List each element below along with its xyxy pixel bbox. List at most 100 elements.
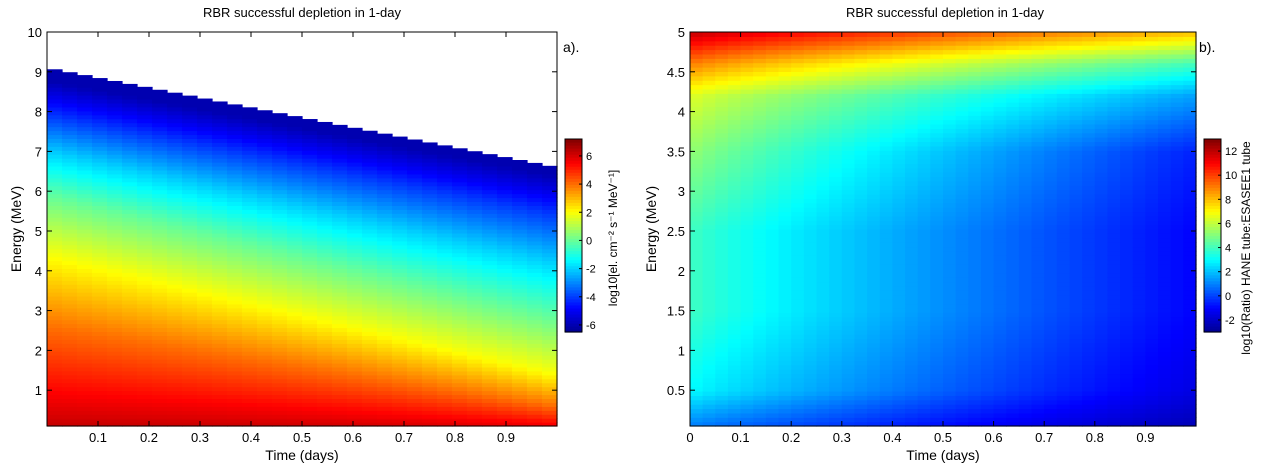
heatmap-cell	[347, 130, 363, 136]
heatmap-cell	[816, 268, 830, 274]
heatmap-cell	[980, 229, 995, 234]
heatmap-cell	[753, 167, 767, 173]
heatmap-cell	[437, 145, 453, 147]
heatmap-cell	[47, 197, 63, 203]
heatmap-cell	[854, 390, 868, 396]
heatmap-cell	[362, 213, 378, 218]
heatmap-cell	[854, 412, 868, 418]
heatmap-cell	[212, 154, 228, 159]
heatmap-cell	[930, 404, 944, 410]
heatmap-cell	[422, 292, 438, 297]
heatmap-cell	[122, 201, 138, 206]
heatmap-cell	[727, 97, 742, 103]
heatmap-cell	[892, 202, 906, 208]
heatmap-cell	[527, 382, 543, 388]
heatmap-cell	[107, 205, 123, 210]
heatmap-cell	[122, 319, 138, 325]
heatmap-cell	[332, 370, 348, 376]
heatmap-cell	[879, 342, 893, 348]
heatmap-cell	[377, 410, 393, 415]
heatmap-cell	[879, 277, 893, 283]
heatmap-cell	[332, 374, 348, 380]
heatmap-cell	[980, 390, 995, 396]
heatmap-cell	[715, 272, 729, 278]
heatmap-cell	[257, 110, 273, 116]
heatmap-cell	[715, 290, 729, 296]
heatmap-cell	[740, 67, 754, 72]
heatmap-cell	[829, 158, 843, 164]
heatmap-cell	[753, 281, 767, 287]
heatmap-cell	[377, 303, 393, 309]
heatmap-cell	[77, 142, 93, 147]
heatmap-cell	[272, 154, 288, 159]
heatmap-cell	[727, 399, 742, 405]
heatmap-cell	[347, 150, 363, 155]
heatmap-cell	[167, 390, 183, 396]
heatmap-cell	[841, 369, 856, 375]
heatmap-cell	[727, 215, 742, 221]
heatmap-cell	[753, 75, 767, 81]
heatmap-cell	[715, 128, 729, 134]
heatmap-cell	[197, 268, 213, 273]
heatmap-cell	[867, 404, 881, 410]
heatmap-cell	[791, 123, 805, 129]
heatmap-cell	[152, 264, 168, 269]
heatmap-cell	[92, 177, 108, 183]
heatmap-cell	[702, 163, 716, 169]
heatmap-cell	[512, 256, 528, 262]
heatmap-cell	[497, 359, 513, 364]
heatmap-cell	[482, 268, 498, 273]
heatmap-cell	[212, 311, 228, 317]
heatmap-cell	[980, 119, 995, 125]
heatmap-cell	[77, 303, 93, 309]
heatmap-cell	[955, 329, 969, 335]
heatmap-cell	[212, 142, 228, 147]
heatmap-cell	[482, 394, 498, 400]
heatmap-cell	[62, 362, 78, 368]
heatmap-cell	[77, 173, 93, 179]
heatmap-cell	[715, 80, 729, 86]
heatmap-cell	[122, 213, 138, 218]
heatmap-cell	[740, 128, 754, 134]
heatmap-cell	[182, 359, 198, 364]
heatmap-cell	[841, 220, 856, 226]
heatmap-cell	[512, 359, 528, 364]
heatmap-cell	[867, 45, 881, 51]
heatmap-cell	[879, 32, 893, 37]
heatmap-cell	[167, 162, 183, 167]
heatmap-cell	[753, 32, 767, 37]
colorbar-frame	[564, 138, 583, 333]
heatmap-cell	[302, 201, 318, 206]
heatmap-cell	[968, 364, 982, 370]
heatmap-cell	[968, 246, 982, 252]
heatmap-cell	[968, 58, 982, 64]
heatmap-cell	[287, 374, 303, 380]
heatmap-cell	[227, 177, 243, 183]
heatmap-cell	[753, 390, 767, 396]
heatmap-cell	[407, 236, 423, 242]
heatmap-cell	[482, 362, 498, 368]
heatmap-cell	[92, 114, 108, 120]
heatmap-cell	[452, 193, 468, 199]
heatmap-cell	[702, 395, 716, 401]
heatmap-cell	[437, 205, 453, 210]
heatmap-cell	[753, 211, 767, 217]
heatmap-cell	[791, 58, 805, 64]
heatmap-cell	[272, 295, 288, 301]
heatmap-cell	[816, 369, 830, 375]
heatmap-cell	[332, 355, 348, 360]
heatmap-cell	[527, 303, 543, 309]
heatmap-cell	[452, 394, 468, 400]
heatmap-cell	[702, 307, 716, 313]
heatmap-cell	[47, 138, 63, 143]
heatmap-cell	[955, 399, 969, 405]
heatmap-cell	[841, 421, 856, 427]
heatmap-cell	[968, 97, 982, 103]
heatmap-cell	[212, 150, 228, 155]
heatmap-cell	[702, 207, 716, 213]
heatmap-cell	[542, 193, 558, 199]
heatmap-cell	[212, 335, 228, 340]
heatmap-cell	[182, 173, 198, 179]
heatmap-cell	[47, 221, 63, 226]
heatmap-cell	[867, 145, 881, 151]
